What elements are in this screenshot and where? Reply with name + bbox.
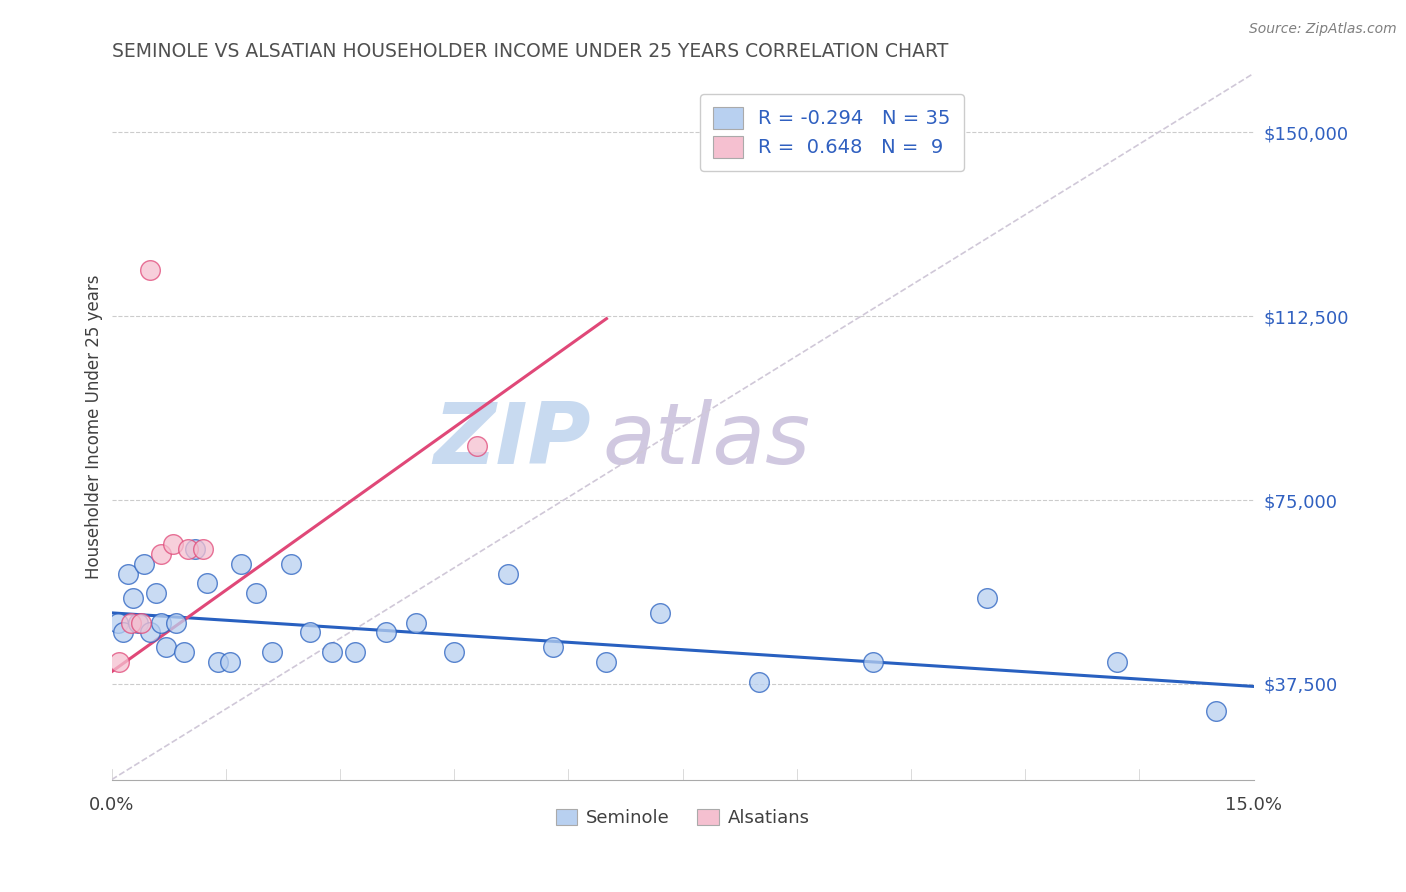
- Point: [218, 655, 240, 669]
- Point: [496, 566, 519, 581]
- Point: [207, 655, 229, 669]
- Point: [1105, 655, 1128, 669]
- Point: [976, 591, 998, 606]
- Point: [443, 645, 465, 659]
- Point: [108, 655, 131, 669]
- Point: [117, 566, 139, 581]
- Point: [112, 625, 135, 640]
- Point: [1205, 704, 1227, 718]
- Point: [344, 645, 367, 659]
- Point: [321, 645, 343, 659]
- Point: [191, 542, 214, 557]
- Point: [138, 625, 160, 640]
- Point: [122, 591, 145, 606]
- Point: [280, 557, 302, 571]
- Point: [138, 262, 160, 277]
- Point: [184, 542, 207, 557]
- Point: [374, 625, 396, 640]
- Point: [129, 615, 152, 630]
- Y-axis label: Householder Income Under 25 years: Householder Income Under 25 years: [86, 274, 103, 579]
- Point: [177, 542, 200, 557]
- Point: [862, 655, 884, 669]
- Point: [229, 557, 252, 571]
- Point: [173, 645, 195, 659]
- Point: [155, 640, 177, 655]
- Point: [748, 674, 770, 689]
- Legend: Seminole, Alsatians: Seminole, Alsatians: [548, 801, 817, 834]
- Point: [120, 615, 142, 630]
- Text: atlas: atlas: [603, 399, 811, 483]
- Point: [107, 615, 129, 630]
- Point: [165, 615, 187, 630]
- Point: [541, 640, 564, 655]
- Point: [245, 586, 267, 600]
- Point: [405, 615, 427, 630]
- Point: [150, 615, 173, 630]
- Point: [595, 655, 617, 669]
- Point: [260, 645, 283, 659]
- Point: [195, 576, 218, 591]
- Text: SEMINOLE VS ALSATIAN HOUSEHOLDER INCOME UNDER 25 YEARS CORRELATION CHART: SEMINOLE VS ALSATIAN HOUSEHOLDER INCOME …: [111, 42, 948, 61]
- Text: Source: ZipAtlas.com: Source: ZipAtlas.com: [1249, 22, 1396, 37]
- Point: [150, 547, 173, 561]
- Point: [127, 615, 149, 630]
- Point: [145, 586, 167, 600]
- Point: [465, 439, 488, 453]
- Text: ZIP: ZIP: [433, 399, 592, 483]
- Point: [298, 625, 321, 640]
- Point: [132, 557, 155, 571]
- Point: [648, 606, 671, 620]
- Point: [162, 537, 184, 551]
